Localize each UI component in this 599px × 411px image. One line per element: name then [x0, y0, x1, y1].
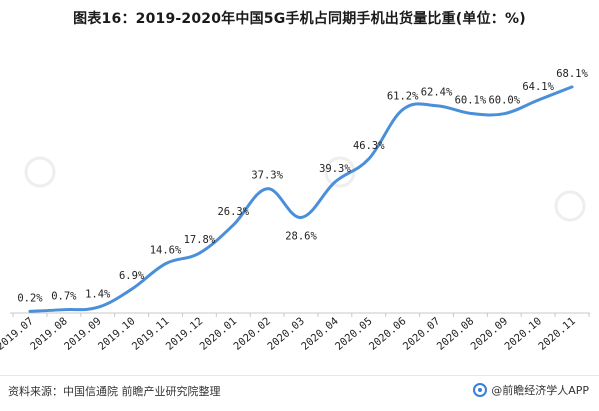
brand-label: @前瞻经济学人APP [491, 384, 589, 397]
x-tick-label: 2019.08 [28, 315, 70, 353]
data-label: 61.2% [387, 91, 419, 103]
x-tick-label: 2019.11 [130, 315, 172, 353]
data-label: 46.3% [353, 140, 385, 152]
x-tick-label: 2020.10 [502, 315, 544, 353]
brand: @前瞻经济学人APP [473, 382, 589, 398]
x-tick-label: 2020.02 [231, 315, 273, 353]
x-axis-ticks [12, 313, 590, 317]
data-label: 6.9% [119, 270, 145, 282]
series-line [28, 85, 574, 313]
x-tick-label: 2019.09 [62, 315, 104, 353]
data-label: 0.2% [17, 292, 43, 304]
x-tick-labels: 2019.072019.082019.092019.102019.112019.… [0, 315, 578, 353]
data-label: 17.8% [184, 234, 216, 246]
data-labels: 0.2% 0.7% 1.4% 6.9% 14.6%17.8% 26.3% 37.3% 28.6… [17, 68, 588, 304]
x-tick-label: 2020.06 [367, 315, 409, 353]
x-tick-label: 2020.04 [299, 315, 341, 353]
watermark-logo-icon [324, 156, 356, 188]
data-label: 39.3% [319, 163, 351, 175]
chart-title: 图表16：2019-2020年中国5G手机占同期手机出货量比重(单位：%) [73, 11, 526, 27]
data-label: 68.1% [556, 68, 588, 80]
x-tick-label: 2020.07 [401, 315, 443, 353]
data-label: 37.3% [251, 170, 283, 182]
data-label: 28.6% [285, 230, 317, 242]
data-label: 60.0% [488, 95, 520, 107]
source-note: 资料来源：中国信通院 前瞻产业研究院整理 [8, 385, 221, 398]
x-tick-label: 2019.12 [164, 315, 206, 353]
data-label: 26.3% [217, 206, 249, 218]
x-tick-label: 2020.11 [536, 315, 578, 353]
x-tick-label: 2020.03 [265, 315, 307, 353]
x-tick-label: 2020.01 [198, 315, 240, 353]
footer: 资料来源：中国信通院 前瞻产业研究院整理 @前瞻经济学人APP [0, 378, 599, 402]
x-tick-label: 2020.05 [333, 315, 375, 353]
x-tick-label: 2020.08 [435, 315, 477, 353]
data-label: 1.4% [85, 288, 111, 300]
line-chart: 0.2% 0.7% 1.4% 6.9% 14.6%17.8% 26.3% 37.3% 28.6… [0, 68, 590, 353]
x-tick-label: 2019.10 [96, 315, 138, 353]
watermarks [24, 156, 586, 222]
watermark-logo-icon [24, 156, 56, 188]
data-label: 14.6% [150, 245, 182, 257]
data-label: 0.7% [51, 291, 77, 303]
footer-divider [0, 375, 599, 376]
data-label: 62.4% [421, 87, 453, 99]
brand-logo-icon [473, 383, 488, 397]
data-label: 60.1% [455, 94, 487, 106]
x-tick-label: 2020.09 [469, 315, 511, 353]
data-label: 64.1% [522, 81, 554, 93]
watermark-logo-icon [554, 190, 586, 222]
